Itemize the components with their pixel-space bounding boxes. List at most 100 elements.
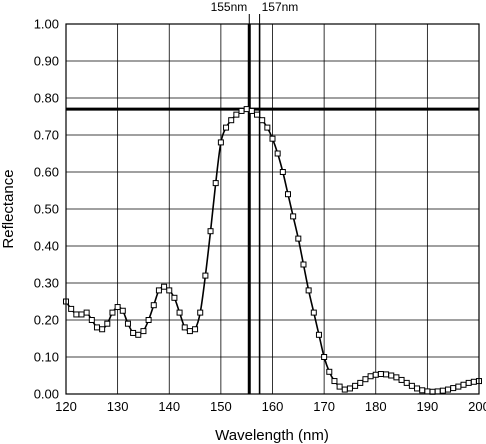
data-point <box>377 371 384 378</box>
x-tick-label: 150 <box>210 399 232 414</box>
y-tick-label: 0.80 <box>34 91 59 106</box>
data-point <box>248 107 255 114</box>
data-point <box>166 287 173 294</box>
x-tick-label: 140 <box>158 399 180 414</box>
data-point <box>439 387 446 394</box>
data-point <box>223 124 230 131</box>
annotations: 155nm 157nm <box>211 0 299 24</box>
y-tick-label: 0.50 <box>34 202 59 217</box>
data-point <box>388 372 395 379</box>
data-point <box>403 379 410 386</box>
data-point <box>434 388 441 395</box>
annotation-157nm: 157nm <box>262 0 299 14</box>
reference-lines <box>66 24 479 394</box>
data-point <box>207 228 214 235</box>
data-point <box>259 117 266 124</box>
data-point <box>352 382 359 389</box>
data-point <box>238 107 245 114</box>
y-tick-label: 0.60 <box>34 165 59 180</box>
data-point <box>465 379 472 386</box>
data-point <box>155 287 162 294</box>
x-tick-label: 200 <box>468 399 486 414</box>
x-tick-label: 120 <box>55 399 77 414</box>
y-axis-title: Reflectance <box>0 169 17 248</box>
data-point <box>383 371 390 378</box>
data-point <box>233 111 240 118</box>
data-point <box>181 324 188 331</box>
data-point <box>300 261 307 268</box>
data-point <box>150 302 157 309</box>
data-point <box>424 388 431 395</box>
data-point <box>130 329 137 336</box>
data-point <box>460 381 467 388</box>
data-point <box>119 307 126 314</box>
data-point <box>161 283 168 290</box>
data-point <box>228 117 235 124</box>
data-point <box>470 378 477 385</box>
data-point <box>269 135 276 142</box>
data-point <box>357 379 364 386</box>
data-point <box>310 309 317 316</box>
data-point <box>341 386 348 393</box>
y-tick-label: 0.70 <box>34 128 59 143</box>
data-point <box>124 320 131 327</box>
data-point <box>315 331 322 338</box>
data-point <box>243 106 250 113</box>
data-point <box>197 309 204 316</box>
grid <box>65 23 480 395</box>
y-tick-label: 0.30 <box>34 276 59 291</box>
y-tick-label: 0.90 <box>34 54 59 69</box>
plot-frame <box>65 23 480 395</box>
data-point <box>254 111 261 118</box>
data-point <box>372 371 379 378</box>
data-point <box>68 305 75 312</box>
data-point <box>326 368 333 375</box>
data-point <box>305 287 312 294</box>
data-point <box>321 354 328 360</box>
data-point <box>295 235 302 242</box>
x-axis-title: Wavelength (nm) <box>215 427 329 444</box>
y-tick-label: 0.10 <box>34 350 59 365</box>
x-tick-label: 170 <box>313 399 335 414</box>
y-tick-label: 1.00 <box>34 17 59 32</box>
x-axis-ticks: 120 130 140 150 160 170 180 190 200 <box>55 399 486 414</box>
y-tick-label: 0.00 <box>34 387 59 402</box>
data-point <box>88 317 95 323</box>
series-reflectance <box>63 106 482 395</box>
data-point <box>93 324 100 331</box>
data-point <box>176 309 183 316</box>
data-point <box>362 376 369 383</box>
data-point <box>331 378 338 385</box>
x-tick-label: 160 <box>262 399 284 414</box>
data-point <box>346 385 353 392</box>
data-point <box>83 309 90 316</box>
data-point <box>78 311 85 318</box>
data-point <box>73 311 80 318</box>
data-point <box>367 373 374 380</box>
data-point <box>186 328 193 335</box>
data-point <box>114 304 121 311</box>
data-point <box>140 328 147 335</box>
data-point <box>445 386 452 393</box>
data-point <box>109 309 116 316</box>
data-point <box>414 385 421 392</box>
data-point <box>279 169 286 175</box>
data-point <box>398 376 405 383</box>
data-point <box>408 382 415 389</box>
data-point <box>99 326 106 333</box>
x-tick-label: 180 <box>365 399 387 414</box>
data-point <box>290 213 297 220</box>
data-point <box>450 385 457 392</box>
data-point <box>455 383 462 390</box>
x-tick-label: 130 <box>107 399 129 414</box>
data-point <box>217 139 224 146</box>
data-point <box>264 124 271 131</box>
data-point <box>393 374 400 381</box>
data-point <box>192 326 199 333</box>
data-point <box>171 294 178 301</box>
data-point <box>419 387 426 394</box>
data-point <box>135 331 142 338</box>
x-tick-label: 190 <box>417 399 439 414</box>
annotation-155nm: 155nm <box>211 0 248 14</box>
